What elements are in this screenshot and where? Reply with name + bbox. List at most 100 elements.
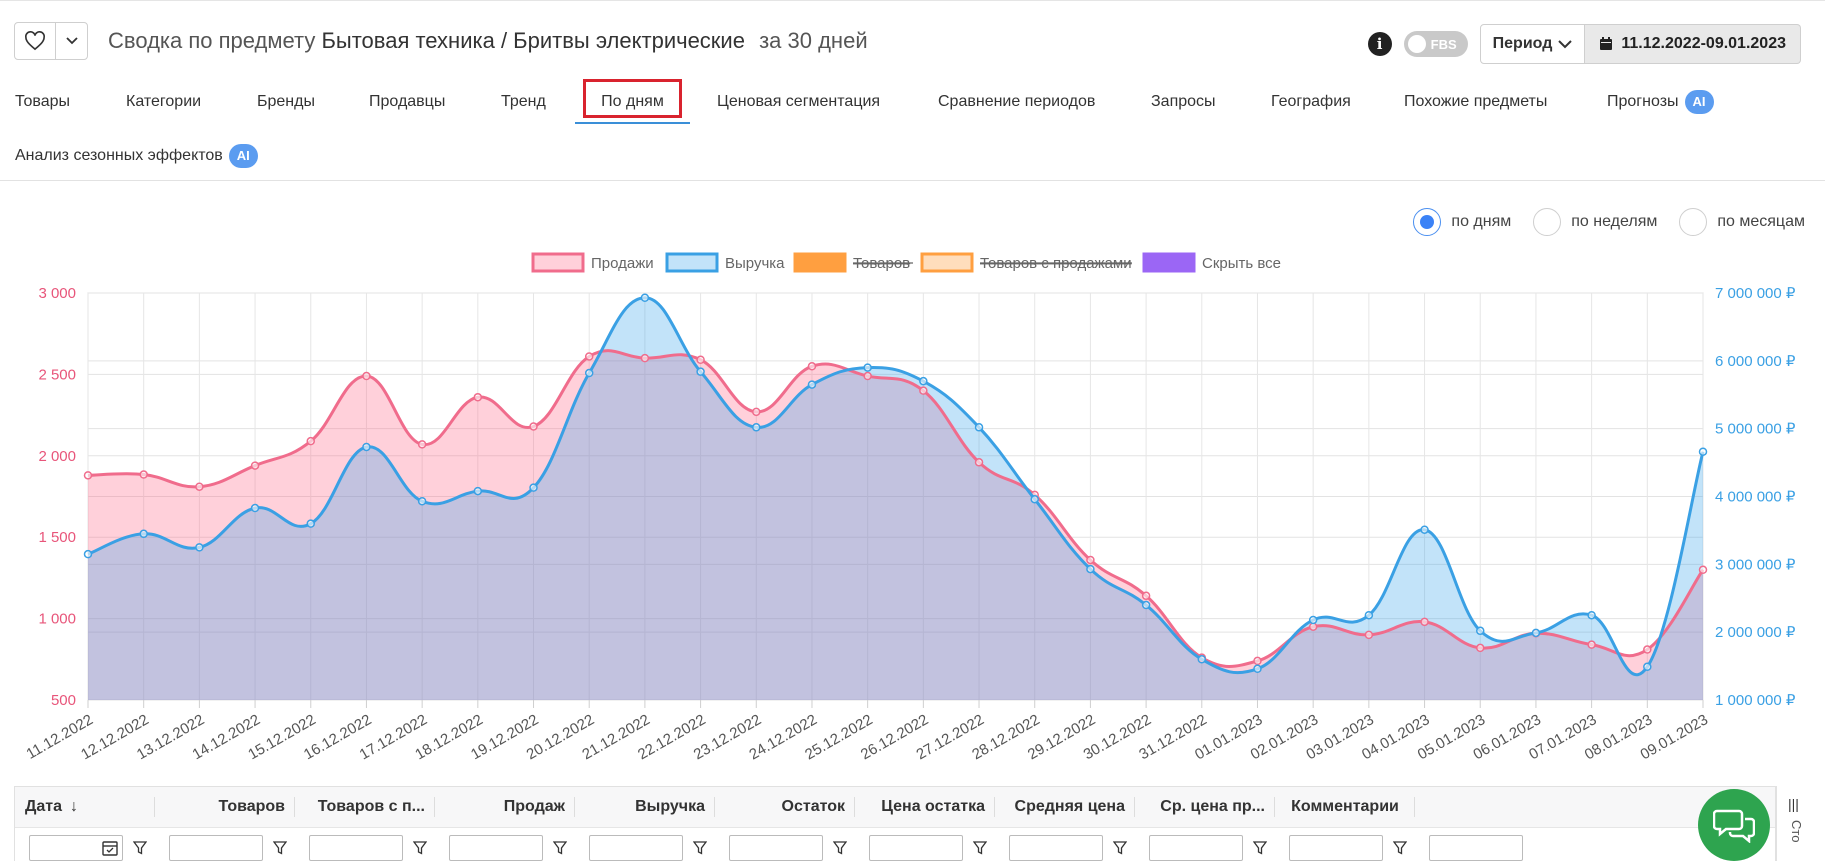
filter-funnel-icon[interactable] [693,841,707,855]
legend-item[interactable]: Скрыть все [1142,252,1281,273]
column-header-products[interactable]: Товаров [155,787,295,827]
legend-item[interactable]: Товаров [793,252,913,273]
filter-cell [729,835,847,861]
chat-icon [1713,809,1755,843]
filter-funnel-icon[interactable] [1253,841,1267,855]
filter-input[interactable] [309,835,403,861]
tab-forecasts[interactable]: Прогнозы AI [1607,80,1714,124]
filter-cell [1009,835,1127,861]
filter-input[interactable] [589,835,683,861]
column-header-stock[interactable]: Остаток [715,787,855,827]
column-separator [1414,797,1415,817]
tab-price-segmentation[interactable]: Ценовая сегментация [717,93,881,110]
fbs-toggle[interactable]: FBS [1403,31,1468,57]
filter-cell [1149,835,1267,861]
legend-item[interactable]: Выручка [665,252,785,273]
filter-funnel-icon[interactable] [413,841,427,855]
legend-swatch [1142,252,1196,273]
filter-cell [169,835,287,861]
tab-sellers[interactable]: Продавцы [369,93,446,110]
data-point [1587,610,1596,620]
column-header-label: Комментарии [1291,798,1399,815]
data-point [696,367,705,376]
tab-categories[interactable]: Категории [126,93,202,110]
radio-by-days[interactable]: по дням [1413,208,1511,236]
filter-funnel-icon[interactable] [973,841,987,855]
favorite-dropdown-button[interactable] [55,23,87,59]
tab-geography[interactable]: География [1271,93,1351,110]
data-point [640,353,650,363]
filter-funnel-icon[interactable] [833,841,847,855]
tabs-divider [0,180,1825,181]
filter-funnel-icon[interactable] [1113,841,1127,855]
data-point [752,407,761,417]
legend-swatch [665,252,719,273]
column-header-revenue[interactable]: Выручка [575,787,715,827]
data-point [1420,525,1429,534]
filter-input[interactable] [169,835,263,861]
tab-brands[interactable]: Бренды [257,93,315,110]
column-header-label: Товаров [218,798,285,815]
column-header-avg-price[interactable]: Средняя цена [995,787,1135,827]
column-header-sales[interactable]: Продаж [435,787,575,827]
data-point [250,503,260,513]
legend-swatch [793,252,847,273]
filter-funnel-icon[interactable] [553,841,567,855]
data-point [974,458,984,467]
data-point [250,461,260,470]
column-header-products-with-sales[interactable]: Товаров с п... [295,787,435,827]
tab-seasonal-effects[interactable]: Анализ сезонных эффектов AI [15,134,258,178]
data-point [529,422,538,431]
chat-button[interactable] [1698,789,1770,861]
legend-item[interactable]: Продажи [531,252,654,273]
tab-similar-subjects[interactable]: Похожие предметы [1404,93,1548,110]
filter-cell [1289,835,1407,861]
tab-by-days[interactable]: По дням [575,79,690,124]
column-header-avg-sale-price[interactable]: Ср. цена пр... [1135,787,1275,827]
column-separator [714,797,715,817]
columns-panel[interactable]: ||| Сто [1776,786,1811,861]
tab-queries[interactable]: Запросы [1151,93,1216,110]
filter-input[interactable] [449,835,543,861]
filter-input[interactable] [1149,835,1243,861]
tab-products[interactable]: Товары [15,93,71,110]
column-header-comments[interactable]: Комментарии [1275,787,1415,827]
filter-input[interactable] [729,835,823,861]
data-point [1475,626,1485,636]
radio-by-months[interactable]: по месяцам [1679,208,1805,236]
favorite-button[interactable] [15,23,55,59]
filter-funnel-icon[interactable] [133,841,147,855]
columns-icon: ||| [1788,796,1799,812]
y-right-tick-label: 4 000 000 ₽ [1715,489,1796,506]
info-icon[interactable]: i [1367,32,1392,56]
period-dropdown-button[interactable]: Период [1479,24,1586,64]
radio-circle [1413,208,1442,236]
tab-period-comparison[interactable]: Сравнение периодов [938,93,1096,110]
data-point [1364,610,1374,620]
filter-input[interactable] [1009,835,1103,861]
legend-label: Выручка [725,255,785,272]
chevron-down-icon [65,37,78,45]
filter-input[interactable] [1429,835,1523,861]
filter-funnel-icon[interactable] [1393,841,1407,855]
data-point [863,363,872,372]
calendar-icon[interactable] [102,840,118,856]
tab-trend[interactable]: Тренд [501,93,546,110]
granularity-selector: по дням по неделям по месяцам [1391,208,1805,236]
column-header-date[interactable]: Дата ↓ [15,787,155,827]
filter-cell [589,835,707,861]
date-filter-input[interactable] [29,835,123,861]
data-point [919,386,928,395]
data-point [139,529,148,539]
filter-input[interactable] [869,835,963,861]
legend-swatch [531,252,585,273]
radio-by-weeks[interactable]: по неделям [1533,208,1657,236]
y-left-tick-label: 2 000 [38,448,76,465]
column-header-stock-price[interactable]: Цена остатка [855,787,995,827]
legend-item[interactable]: Товаров с продажами [920,252,1132,273]
column-header-label: Дата [25,798,63,815]
filter-row [15,827,1775,862]
filter-input[interactable] [1289,835,1383,861]
filter-funnel-icon[interactable] [273,841,287,855]
date-range-button[interactable]: 11.12.2022-09.01.2023 [1585,24,1801,64]
